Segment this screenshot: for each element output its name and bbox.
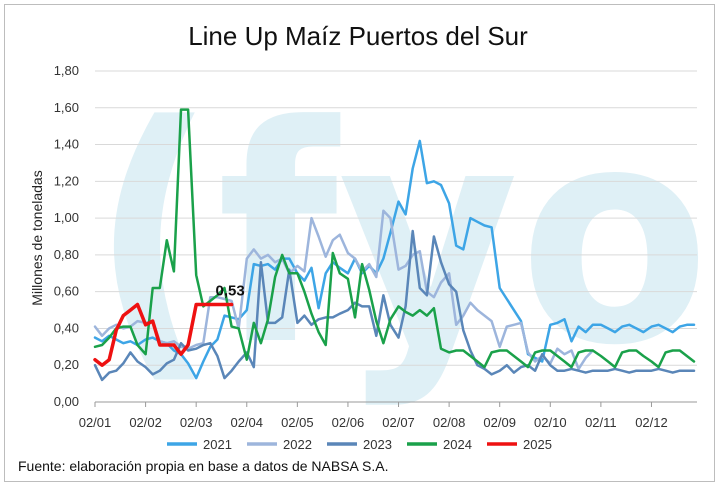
y-tick-label: 1,80 — [54, 63, 79, 78]
legend-label-2021: 2021 — [203, 437, 232, 452]
series-line-2024 — [93, 108, 696, 369]
chart-title: Line Up Maíz Puertos del Sur — [188, 21, 528, 51]
y-tick-label: 1,00 — [54, 210, 79, 225]
series-line-2023 — [93, 229, 696, 382]
y-tick-label: 0,60 — [54, 284, 79, 299]
series-line-2022 — [93, 209, 595, 371]
x-tick-label: 02/11 — [585, 415, 617, 430]
gridlines — [95, 70, 697, 403]
data-label: 0,53 — [216, 283, 245, 300]
y-tick-label: 0,20 — [54, 357, 79, 372]
source-note: Fuente: elaboración propia en base a dat… — [18, 458, 389, 474]
legend-label-2024: 2024 — [443, 437, 472, 452]
series-line-2021 — [93, 139, 696, 380]
legend-label-2023: 2023 — [363, 437, 392, 452]
x-tick-label: 02/05 — [281, 415, 314, 430]
y-tick-label: 0,40 — [54, 320, 79, 335]
annotations: 0,53 — [216, 283, 245, 300]
x-tick-label: 02/07 — [382, 415, 415, 430]
chart-frame — [4, 4, 715, 482]
x-tick-label: 02/06 — [332, 415, 365, 430]
y-tick-label: 1,40 — [54, 137, 79, 152]
y-axis-title: Millones de toneladas — [29, 170, 45, 305]
x-tick-label: 02/03 — [180, 415, 213, 430]
x-tick-label: 02/12 — [635, 415, 668, 430]
x-tick-label: 02/08 — [433, 415, 466, 430]
y-tick-label: 1,60 — [54, 100, 79, 115]
legend: 2021 2022 2023 2024 2025 — [167, 437, 552, 452]
y-tick-label: 1,20 — [54, 173, 79, 188]
y-axis-ticks: 0,00 0,20 0,40 0,60 0,80 1,00 1,20 1,40 1,60 1,80 — [54, 63, 79, 409]
x-tick-label: 02/10 — [534, 415, 567, 430]
x-tick-label: 02/04 — [230, 415, 263, 430]
y-tick-label: 0,80 — [54, 247, 79, 262]
series-lines — [93, 108, 696, 382]
x-axis-ticks: 02/01 02/02 02/03 02/04 02/05 02/06 02/07 02/08… — [79, 402, 668, 430]
legend-label-2025: 2025 — [523, 437, 552, 452]
series-line-2025 — [93, 302, 234, 367]
x-tick-label: 02/01 — [79, 415, 112, 430]
x-tick-label: 02/02 — [129, 415, 162, 430]
y-tick-label: 0,00 — [54, 394, 79, 409]
x-tick-label: 02/09 — [483, 415, 516, 430]
legend-label-2022: 2022 — [283, 437, 312, 452]
